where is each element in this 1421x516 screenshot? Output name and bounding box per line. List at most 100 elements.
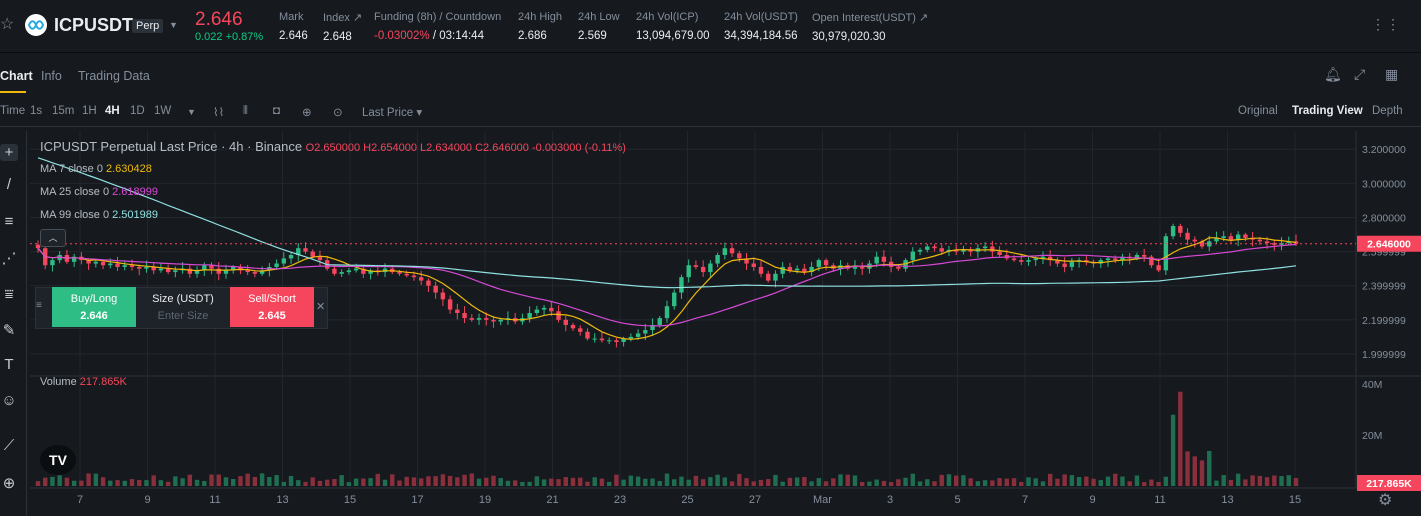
candle-body xyxy=(1149,256,1154,266)
candle-body xyxy=(288,255,294,259)
text-icon[interactable]: T xyxy=(4,356,14,373)
volume-bar xyxy=(310,477,315,486)
volume-bar xyxy=(79,480,84,486)
camera-icon[interactable]: ◘ xyxy=(273,105,280,117)
crosshair-icon[interactable]: + xyxy=(0,144,18,161)
volume-bar xyxy=(932,481,937,486)
volume-bar xyxy=(64,477,70,486)
interval-4h[interactable]: 4H xyxy=(105,105,120,117)
chart-type-icon[interactable]: ⫴ xyxy=(243,105,248,117)
volume-bar xyxy=(838,474,843,486)
add-icon[interactable]: ⊕ xyxy=(302,107,312,119)
volume-bar xyxy=(773,474,778,486)
candle-body xyxy=(418,277,424,281)
tab-trading-data[interactable]: Trading Data xyxy=(78,69,150,83)
volume-bar xyxy=(852,475,858,486)
close-icon[interactable]: ✕ xyxy=(316,301,326,313)
view-original[interactable]: Original xyxy=(1238,105,1278,117)
candle-body xyxy=(245,270,250,273)
symbol-name[interactable]: ICPUSDT xyxy=(54,15,134,35)
candle-body xyxy=(86,260,91,264)
price-source-select[interactable]: Last Price ▾ xyxy=(362,107,423,119)
candle-body xyxy=(823,260,829,266)
bell-icon[interactable]: 🔔︎ xyxy=(1324,66,1342,82)
date-tick-label: 21 xyxy=(546,494,558,506)
price-tick-label: 1.999999 xyxy=(1362,349,1406,361)
volume-bar xyxy=(686,479,691,486)
view-trading-view[interactable]: Trading View xyxy=(1292,105,1363,117)
candle-body xyxy=(1011,258,1017,261)
settings-circle-icon[interactable]: ⊙ xyxy=(333,107,343,119)
volume-bar xyxy=(332,479,337,486)
trendline-icon[interactable]: / xyxy=(6,176,12,193)
candle-body xyxy=(129,265,135,267)
size-input[interactable]: Size (USDT) Enter Size xyxy=(152,293,214,322)
candle-body xyxy=(917,249,923,252)
candle-body xyxy=(729,248,735,254)
volume-bar xyxy=(888,482,894,486)
drag-handle-icon[interactable]: ≡ xyxy=(36,300,42,311)
date-tick-label: 19 xyxy=(479,494,491,506)
volume-bar xyxy=(643,478,648,486)
volume-bar xyxy=(1004,478,1010,486)
expand-icon[interactable]: ⤢ xyxy=(1354,66,1366,82)
more-intervals-icon[interactable]: ▼ xyxy=(187,107,196,117)
volume-bar xyxy=(1207,450,1212,486)
volume-bar xyxy=(491,475,496,486)
favorite-star-icon[interactable]: ☆ xyxy=(0,16,15,33)
brush-icon[interactable]: ✎ xyxy=(2,322,16,339)
candle-body xyxy=(1033,258,1038,261)
interval-1w[interactable]: 1W xyxy=(154,105,172,117)
volume-bar xyxy=(1286,475,1291,486)
volume-bar xyxy=(657,480,662,486)
symbol-dropdown-icon[interactable]: ▼ xyxy=(169,20,178,30)
volume-bar xyxy=(476,478,482,486)
candle-body xyxy=(433,285,438,293)
volume-bar xyxy=(238,476,243,486)
candle-body xyxy=(440,292,446,300)
candle-body xyxy=(700,266,706,273)
candle-body xyxy=(1113,258,1118,261)
layout-icon[interactable]: ▦ xyxy=(1385,66,1399,82)
volume-bar xyxy=(729,481,735,486)
volume-bar xyxy=(1011,478,1017,486)
ruler-icon[interactable]: ⟋ xyxy=(3,437,15,454)
collapse-legend-icon[interactable]: ︿ xyxy=(40,229,66,247)
volume-bar xyxy=(346,482,352,486)
fib-icon[interactable]: ⩸ xyxy=(4,286,14,303)
volume-bar xyxy=(259,473,265,486)
interval-15m[interactable]: 15m xyxy=(52,105,75,117)
sell-short-button[interactable]: Sell/Short 2.645 xyxy=(230,287,314,327)
tradingview-logo: TV xyxy=(40,445,76,475)
interval-1h[interactable]: 1H xyxy=(82,105,97,117)
interval-1s[interactable]: 1s xyxy=(30,105,43,117)
view-depth[interactable]: Depth xyxy=(1372,105,1403,117)
tab-chart[interactable]: Chart xyxy=(0,69,33,83)
candle-body xyxy=(925,246,930,250)
volume-bar xyxy=(216,474,221,486)
candle-body xyxy=(621,338,626,342)
volume-tag-bg xyxy=(1357,475,1421,491)
indicators-icon[interactable]: ⌇⌇ xyxy=(213,107,225,119)
candle-body xyxy=(498,319,503,322)
date-tick-label: 27 xyxy=(749,494,761,506)
time-label[interactable]: Time xyxy=(0,105,26,117)
zoom-icon[interactable]: ⊕ xyxy=(2,475,16,492)
interval-1d[interactable]: 1D xyxy=(130,105,145,117)
volume-bar xyxy=(541,479,547,486)
volume-bar xyxy=(1076,477,1082,486)
volume-bar xyxy=(1156,481,1161,486)
pattern-icon[interactable]: ⋰ xyxy=(1,250,17,267)
tab-info[interactable]: Info xyxy=(41,69,62,83)
volume-bar xyxy=(86,473,91,486)
candle-body xyxy=(541,307,547,310)
volume-bar xyxy=(766,479,771,486)
candle-body xyxy=(1257,239,1263,242)
volume-bar xyxy=(1192,456,1197,486)
chart-settings-icon[interactable]: ⚙ xyxy=(1378,492,1393,509)
emoji-icon[interactable]: ☺ xyxy=(1,392,17,409)
horizontal-lines-icon[interactable]: ≡ xyxy=(4,213,14,230)
candle-body xyxy=(953,249,959,252)
buy-long-button[interactable]: Buy/Long 2.646 xyxy=(52,287,136,327)
more-icon[interactable]: ⋮⋮ xyxy=(1371,16,1401,32)
